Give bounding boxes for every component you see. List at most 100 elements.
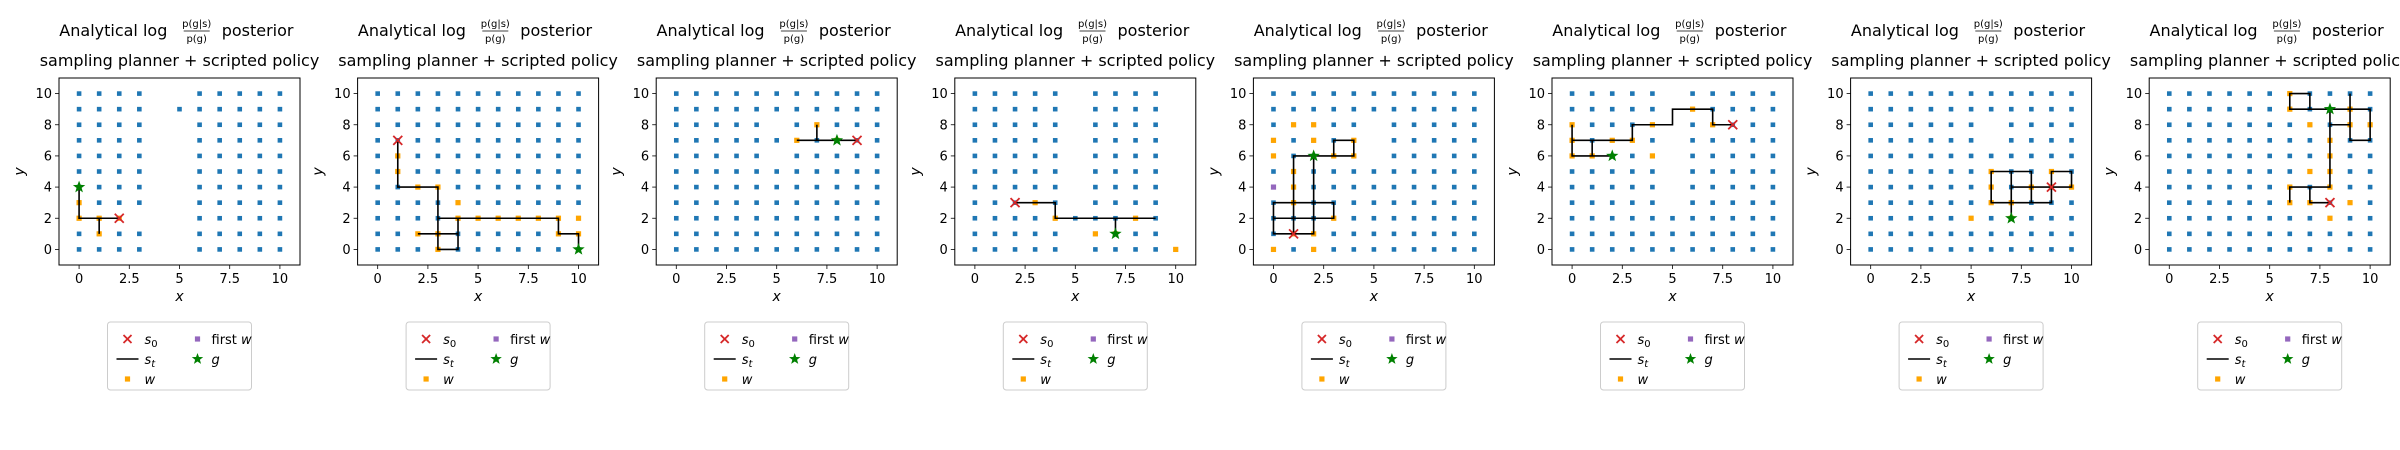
grid-state-point [556, 91, 561, 96]
grid-state-point [237, 138, 243, 143]
waypoint-point [1270, 246, 1277, 253]
title-frac-numerator: p(g|s) [481, 19, 510, 30]
y-tick-label: 8 [342, 118, 350, 133]
grid-state-point [794, 106, 800, 112]
legend: s0 st w first w g [2197, 321, 2343, 391]
waypoint-point [1290, 122, 1297, 128]
grid-state-point [2069, 153, 2074, 159]
grid-state-point [237, 247, 243, 252]
grid-state-point [1012, 231, 1018, 237]
grid-state-point [1133, 231, 1138, 237]
legend-label-g: g [1406, 353, 1414, 368]
grid-state-point [754, 91, 759, 96]
x-tick-label: 0 [1568, 272, 1576, 287]
legend: s0 st w first w g [1898, 321, 2044, 391]
y-axis-label: y [2102, 167, 2118, 177]
grid-state-point [673, 91, 679, 96]
grid-state-point [556, 247, 561, 252]
grid-state-point [754, 200, 759, 205]
grid-state-point [2166, 106, 2172, 112]
grid-state-point [834, 200, 840, 205]
grid-state-point [495, 91, 501, 96]
goal-marker [1109, 227, 1122, 240]
grid-state-point [1868, 153, 1873, 159]
grid-state-point [237, 169, 243, 174]
title-prefix: Analytical log [59, 21, 167, 40]
x-axis-label: x [174, 289, 184, 305]
chart-panel-8: Analytical log p(g|s) p(g) posterior samplin… [2102, 19, 2400, 391]
grid-state-point [495, 184, 501, 190]
grid-state-point [1968, 122, 1974, 128]
grid-state-point [556, 138, 561, 143]
y-tick-label: 10 [2126, 87, 2143, 102]
grid-state-point [415, 215, 421, 221]
grid-state-point [536, 122, 541, 128]
panel-title: Analytical log p(g|s) p(g) posterior samplin… [2130, 19, 2400, 70]
legend-label-g: g [212, 353, 220, 368]
grid-state-point [1650, 200, 1655, 205]
grid-state-point [1093, 184, 1098, 190]
grid-state-point [2069, 231, 2074, 237]
waypoints [1032, 200, 1179, 253]
grid-state-point [1868, 215, 1873, 221]
grid-state-point [475, 122, 481, 128]
grid-state-point [1271, 122, 1276, 128]
grid-state-point [2287, 247, 2293, 252]
start-marker-stroke [851, 135, 863, 146]
legend-box [2197, 321, 2343, 391]
grid-state-point [1908, 200, 1914, 205]
grid-state-point [814, 106, 820, 112]
grid-state-point [1589, 122, 1595, 128]
grid-state-point [1472, 231, 1477, 237]
grid-state-point [774, 91, 779, 96]
goal-marker [1606, 149, 1619, 162]
grid-state-point [834, 184, 840, 190]
grid-state-point [1391, 122, 1397, 128]
y-tick-label: 10 [633, 87, 650, 102]
grid-state-point [217, 138, 222, 143]
grid-state-point [116, 138, 122, 143]
grid-state-point [576, 91, 581, 96]
x-axis-label: x [1667, 289, 1677, 305]
grid-state-point [1153, 231, 1158, 237]
grid-state-point [197, 215, 202, 221]
waypoint-point [2347, 200, 2353, 206]
grid-state-point [1908, 169, 1914, 174]
grid-state-point [515, 231, 521, 237]
legend-start-icon [1615, 334, 1626, 344]
grid-state-point [2267, 184, 2272, 190]
grid-state-point [1012, 91, 1018, 96]
grid-state-point [217, 169, 222, 174]
grid-state-point [1133, 184, 1138, 190]
grid-state-point [1730, 231, 1736, 237]
grid-state-point [395, 200, 401, 205]
grid-state-point [1908, 138, 1914, 143]
grid-state-point [197, 184, 202, 190]
grid-state-point [1650, 215, 1655, 221]
grid-state-point [277, 184, 283, 190]
grid-state-point [1153, 153, 1158, 159]
grid-state-point [1451, 153, 1457, 159]
grid-state-point [1391, 106, 1397, 112]
grid-state-point [2247, 138, 2252, 143]
chart-panel-6: Analytical log p(g|s) p(g) posterior samplin… [1505, 19, 1812, 391]
grid-state-point [1770, 91, 1776, 96]
y-tick-label: 2 [1238, 212, 1246, 227]
grid-state-point [576, 169, 581, 174]
grid-state-point [1750, 106, 1756, 112]
start-marker-stroke [2046, 181, 2057, 193]
grid-state-point [257, 200, 263, 205]
waypoint-point [1173, 246, 1179, 253]
grid-state-point [2049, 231, 2054, 237]
grid-state-point [1948, 247, 1954, 252]
x-tick-label: 0 [672, 272, 680, 287]
grid-state-point [854, 122, 860, 128]
grid-state-point [495, 138, 501, 143]
legend-box [107, 321, 252, 391]
grid-state-point [536, 184, 541, 190]
y-tick-label: 0 [44, 243, 52, 258]
grid-state-point [217, 122, 222, 128]
grid-state-point [834, 122, 840, 128]
grid-state-point [774, 138, 779, 143]
grid-state-point [76, 231, 82, 237]
